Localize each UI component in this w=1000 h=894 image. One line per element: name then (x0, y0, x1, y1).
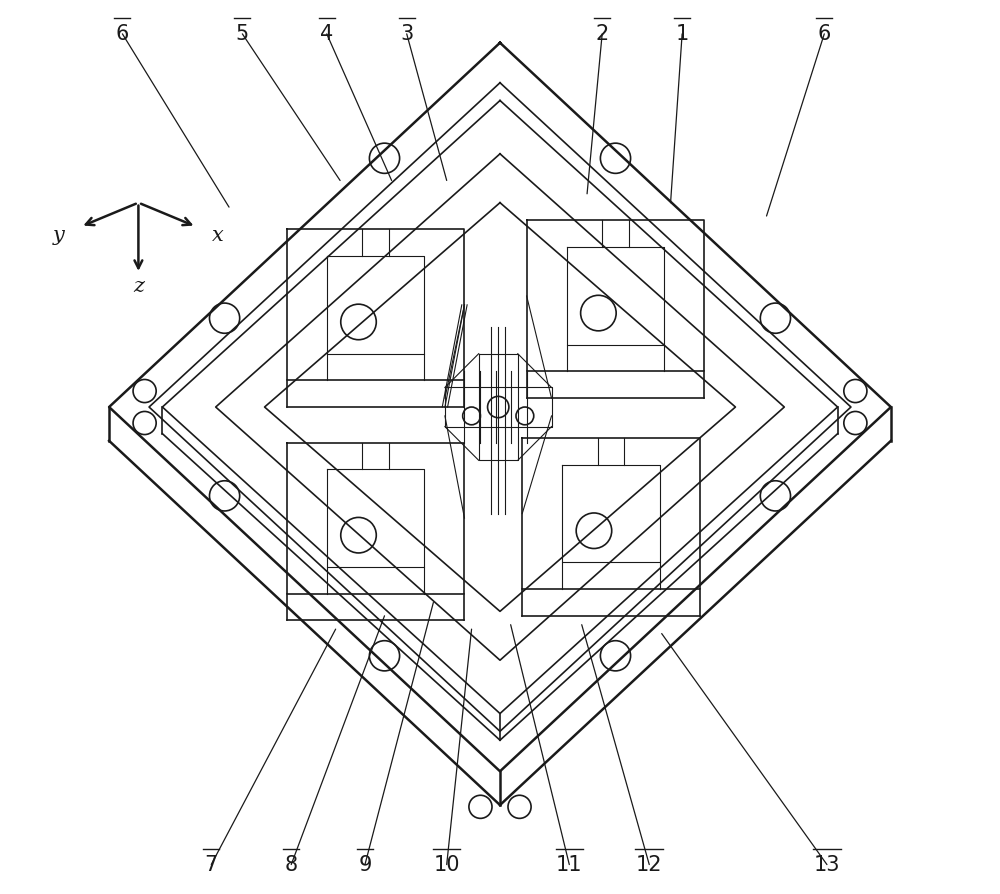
Text: 7: 7 (205, 855, 218, 874)
Text: 1: 1 (676, 24, 689, 44)
Text: 11: 11 (556, 855, 583, 874)
Text: y: y (53, 226, 65, 245)
Text: 5: 5 (236, 24, 249, 44)
Text: 12: 12 (636, 855, 663, 874)
Text: 13: 13 (814, 855, 840, 874)
Text: 4: 4 (320, 24, 333, 44)
Text: x: x (212, 226, 224, 245)
Text: 3: 3 (400, 24, 413, 44)
Text: 8: 8 (285, 855, 298, 874)
Text: 2: 2 (596, 24, 609, 44)
Text: 10: 10 (433, 855, 460, 874)
Text: 6: 6 (818, 24, 831, 44)
Text: z: z (133, 277, 144, 296)
Text: 6: 6 (116, 24, 129, 44)
Text: 9: 9 (358, 855, 372, 874)
